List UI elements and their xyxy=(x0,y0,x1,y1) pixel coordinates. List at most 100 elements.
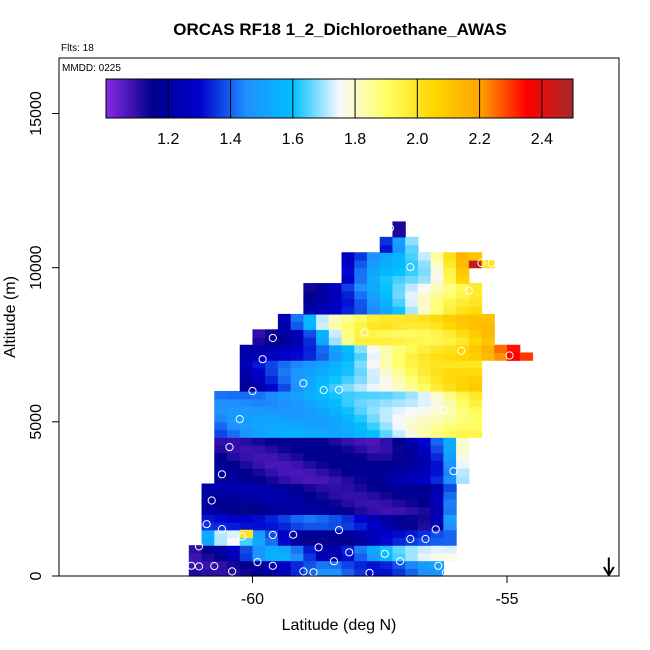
heatmap-cell xyxy=(277,383,292,392)
colorbar-ticks: 1.2 1.4 1.6 1.8 2.0 2.2 2.4 xyxy=(157,79,553,148)
heatmap-cell xyxy=(316,306,330,315)
heatmap-cell xyxy=(290,568,304,577)
heatmap-cell xyxy=(239,568,254,577)
heatmap-cell xyxy=(252,506,266,515)
heatmap-cell xyxy=(379,306,394,315)
flights-label: Flts: 18 xyxy=(61,43,94,54)
heatmap-cell xyxy=(405,306,419,315)
heatmap-cell xyxy=(316,568,330,577)
heatmap-cell xyxy=(252,475,266,485)
heatmap-cell xyxy=(417,367,432,377)
heatmap-cell xyxy=(443,552,457,562)
sample-point xyxy=(217,525,226,534)
heatmap-cell xyxy=(405,491,419,500)
heatmap-cell xyxy=(290,367,304,377)
heatmap-cell xyxy=(328,545,343,554)
heatmap-cell xyxy=(354,267,368,276)
heatmap-cell xyxy=(239,460,254,469)
heatmap-cell xyxy=(405,522,419,531)
heatmap-cell xyxy=(290,552,304,562)
heatmap-cell xyxy=(290,313,304,323)
heatmap-cell xyxy=(354,468,368,477)
heatmap-cell xyxy=(303,337,317,346)
heatmap-cell xyxy=(303,398,317,408)
heatmap-cell xyxy=(430,506,444,515)
colorbar-tick-label: 1.4 xyxy=(219,131,241,148)
heatmap-cell xyxy=(290,329,304,338)
heatmap-cell xyxy=(227,568,241,577)
heatmap-cell xyxy=(468,391,483,400)
sample-point xyxy=(238,532,247,541)
heatmap-cell xyxy=(316,452,330,461)
heatmap-cell xyxy=(430,344,444,354)
sample-point xyxy=(228,567,237,576)
heatmap-cell xyxy=(392,460,406,469)
heatmap-cell xyxy=(252,552,266,562)
heatmap-cell xyxy=(328,406,343,415)
heatmap-cell xyxy=(303,452,317,461)
heatmap-cell xyxy=(405,290,419,300)
sample-point xyxy=(314,543,323,552)
heatmap-cell xyxy=(341,344,355,354)
heatmap-cell xyxy=(456,252,470,261)
sample-point xyxy=(225,443,234,452)
heatmap-cell xyxy=(354,275,368,284)
heatmap-cell xyxy=(316,437,330,446)
heatmap-cell xyxy=(405,529,419,539)
heatmap-cell xyxy=(367,506,381,515)
heatmap-cell xyxy=(252,452,266,461)
heatmap-cell xyxy=(328,367,343,377)
heatmap-cell xyxy=(252,414,266,423)
heatmap-cell xyxy=(405,267,419,276)
heatmap-cell xyxy=(214,452,228,461)
heatmap-cell xyxy=(316,552,330,562)
heatmap-cell xyxy=(265,398,279,408)
heatmap-cell xyxy=(277,344,292,354)
heatmap-cell xyxy=(303,406,317,415)
heatmap-cell xyxy=(468,398,483,408)
heatmap-cell xyxy=(379,383,394,392)
heatmap-cell xyxy=(239,529,254,539)
heatmap-cell xyxy=(367,421,381,431)
heatmap-cell xyxy=(379,352,394,361)
heatmap-cell xyxy=(252,329,266,338)
heatmap-cell xyxy=(417,259,432,269)
heatmap-cell xyxy=(367,475,381,485)
heatmap-cell xyxy=(239,360,254,369)
heatmap-cell xyxy=(303,522,317,531)
heatmap-cell xyxy=(417,498,432,508)
heatmap-cell xyxy=(354,483,368,492)
heatmap-cell xyxy=(405,552,419,562)
heatmap-cell xyxy=(214,560,228,569)
heatmap-cell xyxy=(354,352,368,361)
heatmap-cell xyxy=(341,421,355,431)
heatmap-cell xyxy=(227,522,241,531)
heatmap-cell xyxy=(417,414,432,423)
heatmap-cell xyxy=(354,552,368,562)
heatmap-cell xyxy=(303,545,317,554)
heatmap-cell xyxy=(290,537,304,546)
sample-point xyxy=(345,548,354,557)
heatmap-cell xyxy=(443,298,457,307)
heatmap-cell xyxy=(405,406,419,415)
heatmap-cell xyxy=(417,421,432,431)
heatmap-cell xyxy=(316,360,330,369)
heatmap-cell xyxy=(265,491,279,500)
colorbar: 1.2 1.4 1.6 1.8 2.0 2.2 2.4 xyxy=(105,78,574,148)
heatmap-cell xyxy=(265,414,279,423)
heatmap-cell xyxy=(392,283,406,292)
sample-point xyxy=(406,263,415,272)
heatmap-cell xyxy=(252,483,266,492)
heatmap-cell xyxy=(392,367,406,377)
sample-point xyxy=(365,568,374,578)
y-tick-label: 5000 xyxy=(28,404,45,440)
heatmap-cell xyxy=(252,537,266,546)
heatmap-cell xyxy=(468,321,483,330)
heatmap-cell xyxy=(405,475,419,485)
heatmap-cell xyxy=(354,321,368,330)
heatmap-cell xyxy=(354,313,368,323)
heatmap-cell xyxy=(392,252,406,261)
heatmap-cell xyxy=(354,498,368,508)
heatmap-cell xyxy=(456,414,470,423)
heatmap-cell xyxy=(354,475,368,485)
